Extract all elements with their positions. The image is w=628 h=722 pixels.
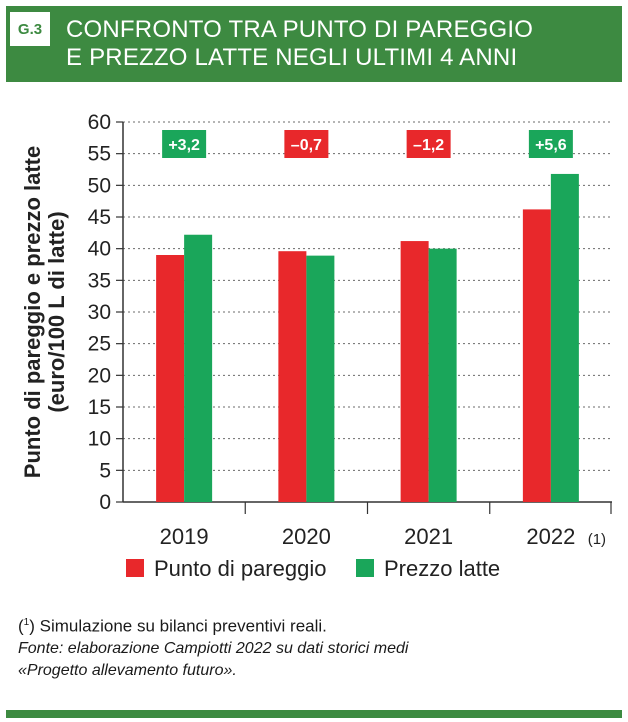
difference-label: –0,7 xyxy=(291,137,322,154)
y-axis-title-line1: Punto di pareggio e prezzo latte xyxy=(20,146,45,478)
legend-label: Punto di pareggio xyxy=(154,556,326,581)
header-bar: G.3 CONFRONTO TRA PUNTO DI PAREGGIO E PR… xyxy=(6,6,622,82)
y-tick-label: 10 xyxy=(88,428,111,451)
difference-badge xyxy=(284,130,329,158)
bar-prezzo xyxy=(428,248,457,502)
x-tick-label: 2022 xyxy=(526,524,575,549)
figure-badge: G.3 xyxy=(10,12,50,46)
bar-prezzo xyxy=(550,173,579,502)
y-tick-label: 55 xyxy=(88,143,111,166)
difference-label: –1,2 xyxy=(413,137,444,154)
y-tick-label: 20 xyxy=(88,364,111,387)
y-tick-label: 0 xyxy=(99,491,111,514)
y-axis-title-line2: (euro/100 L di latte) xyxy=(44,211,69,412)
bar-prezzo xyxy=(306,255,335,502)
y-tick-label: 30 xyxy=(88,301,111,324)
footer-bar xyxy=(6,710,622,718)
difference-badge xyxy=(406,130,451,158)
x-tick-label: 2020 xyxy=(282,524,331,549)
bar-prezzo xyxy=(184,234,213,502)
y-tick-label: 5 xyxy=(99,459,111,482)
bar-punto xyxy=(400,241,429,503)
chart-title-line1: CONFRONTO TRA PUNTO DI PAREGGIO xyxy=(66,16,534,43)
y-tick-label: 40 xyxy=(88,238,111,261)
difference-label: +3,2 xyxy=(168,137,200,154)
y-tick-label: 50 xyxy=(88,174,111,197)
x-tick-note: (1) xyxy=(588,531,606,548)
y-tick-label: 35 xyxy=(88,269,111,292)
footnote-1-text: Simulazione su bilanci preventivi reali. xyxy=(39,616,327,636)
footnotes: (1) Simulazione su bilanci preventivi re… xyxy=(18,612,618,682)
legend-swatch xyxy=(356,559,374,577)
footnote-1: (1) Simulazione su bilanci preventivi re… xyxy=(18,616,327,636)
difference-badge xyxy=(528,130,573,158)
source-line-1: Fonte: elaborazione Campiotti 2022 su da… xyxy=(18,639,409,657)
bar-punto xyxy=(278,251,307,502)
legend-label: Prezzo latte xyxy=(384,556,500,581)
y-tick-label: 25 xyxy=(88,333,111,356)
difference-label: +5,6 xyxy=(535,137,567,154)
bar-chart: 0 5 10 15 20 25 30 35 40 45 50 55 60 Punto di pareggi… xyxy=(20,111,612,581)
chart-title: CONFRONTO TRA PUNTO DI PAREGGIO E PREZZO… xyxy=(66,16,606,72)
bar-punto xyxy=(156,255,185,502)
x-tick-label: 2021 xyxy=(404,524,453,549)
x-tick-label: 2019 xyxy=(160,524,209,549)
footnote-marker: 1 xyxy=(23,617,30,628)
chart-title-line2: E PREZZO LATTE NEGLI ULTIMI 4 ANNI xyxy=(66,44,518,71)
y-tick-label: 15 xyxy=(88,396,111,419)
bar-punto xyxy=(522,209,551,502)
legend-swatch xyxy=(126,559,144,577)
difference-badge xyxy=(162,130,207,158)
y-tick-label: 45 xyxy=(88,206,111,229)
source-line-2: «Progetto allevamento futuro». xyxy=(18,661,237,679)
y-tick-label: 60 xyxy=(88,111,111,134)
